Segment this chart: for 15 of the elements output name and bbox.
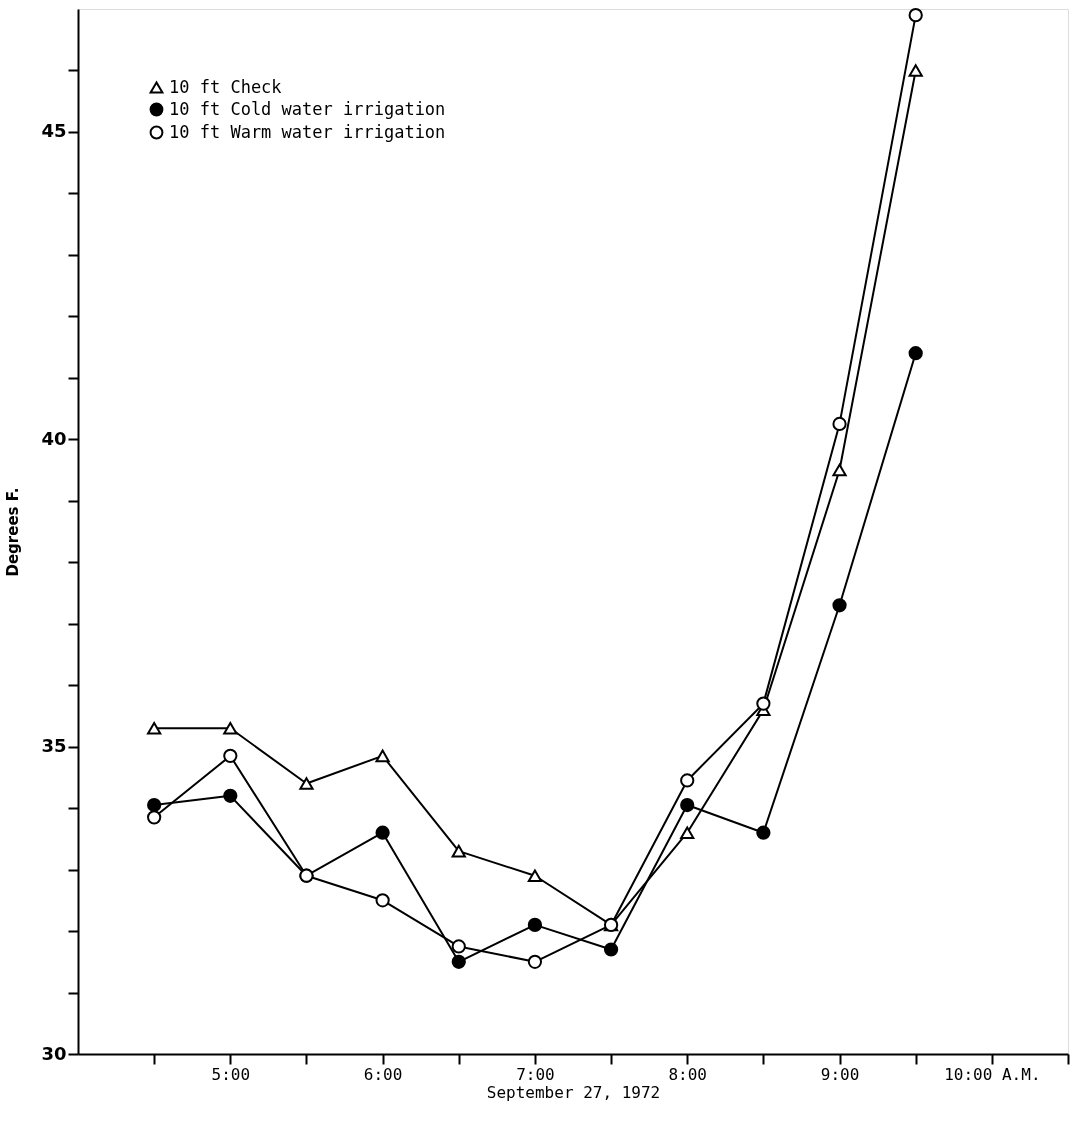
x-tick-label: 6:00 xyxy=(363,1064,403,1084)
x-tick-label: 10:00 A.M. xyxy=(944,1064,1041,1084)
legend-label: 10 ft Check xyxy=(169,76,282,97)
y-tick-label: 35 xyxy=(41,735,67,757)
x-axis-title: September 27, 1972 xyxy=(486,1082,661,1102)
x-tick-label: 7:00 xyxy=(516,1064,555,1084)
x-tick-label: 8:00 xyxy=(668,1064,707,1084)
y-tick-label: 45 xyxy=(41,120,67,142)
x-tick-label: 5:00 xyxy=(211,1064,251,1084)
y-tick-label: 30 xyxy=(41,1042,67,1064)
y-tick-label: 40 xyxy=(41,427,67,449)
legend-label: 10 ft Warm water irrigation xyxy=(169,121,446,142)
x-tick-label: 9:00 xyxy=(820,1064,860,1084)
y-axis-title: Degrees F. xyxy=(4,487,23,577)
legend-label: 10 ft Cold water irrigation xyxy=(169,98,446,119)
